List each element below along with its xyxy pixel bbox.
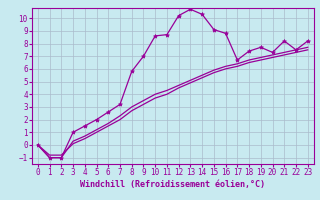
- X-axis label: Windchill (Refroidissement éolien,°C): Windchill (Refroidissement éolien,°C): [80, 180, 265, 189]
